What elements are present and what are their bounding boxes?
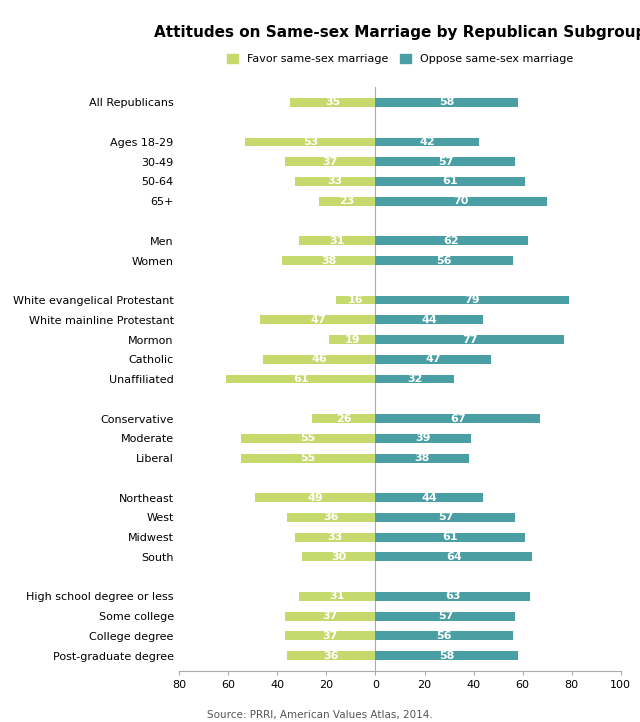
Text: Source: PRRI, American Values Atlas, 2014.: Source: PRRI, American Values Atlas, 201… [207,710,433,721]
Bar [329,335,376,344]
Text: 46: 46 [311,355,327,365]
Bar [376,632,513,640]
Text: 16: 16 [348,295,364,305]
Text: 37: 37 [323,631,338,641]
Text: 67: 67 [450,414,465,424]
Bar [376,513,515,522]
Text: 47: 47 [426,355,441,365]
Bar [336,295,376,305]
Bar [376,157,515,166]
Bar [376,236,527,245]
Text: 35: 35 [325,97,340,108]
Text: 58: 58 [439,97,454,108]
Bar [376,316,483,324]
Bar [300,236,376,245]
Bar [241,453,376,463]
Bar [319,197,376,206]
Text: 61: 61 [442,532,458,542]
Text: 30: 30 [331,552,346,562]
Bar [376,177,525,186]
Bar [376,355,491,364]
Title: Attitudes on Same-sex Marriage by Republican Subgroup: Attitudes on Same-sex Marriage by Republ… [154,25,640,40]
Bar [246,137,376,147]
Text: 39: 39 [415,433,431,443]
Bar [376,592,530,601]
Text: 57: 57 [438,611,453,621]
Bar [312,414,376,423]
Text: 56: 56 [436,256,452,266]
Legend: Favor same-sex marriage, Oppose same-sex marriage: Favor same-sex marriage, Oppose same-sex… [227,54,573,64]
Bar [241,434,376,443]
Bar [376,256,513,265]
Text: 55: 55 [300,453,316,463]
Text: 42: 42 [419,137,435,147]
Text: 31: 31 [330,236,345,245]
Text: 36: 36 [324,651,339,661]
Bar [376,375,454,383]
Bar [260,316,376,324]
Bar [287,651,376,660]
Bar [376,434,471,443]
Text: 37: 37 [323,611,338,621]
Text: 56: 56 [436,631,452,641]
Bar [290,98,376,107]
Bar [376,295,570,305]
Text: 44: 44 [422,492,437,503]
Bar [376,98,518,107]
Bar [285,612,376,621]
Text: 44: 44 [422,315,437,325]
Text: 38: 38 [414,453,430,463]
Text: 37: 37 [323,157,338,167]
Bar [376,612,515,621]
Bar [376,137,479,147]
Bar [376,533,525,542]
Text: 33: 33 [328,176,342,186]
Text: 64: 64 [446,552,462,562]
Bar [282,256,376,265]
Bar [285,632,376,640]
Text: 58: 58 [439,651,454,661]
Bar [262,355,376,364]
Bar [376,552,532,561]
Text: 23: 23 [340,196,355,206]
Text: 62: 62 [444,236,460,245]
Text: 38: 38 [321,256,337,266]
Text: 31: 31 [330,591,345,601]
Text: 70: 70 [454,196,469,206]
Text: 57: 57 [438,157,453,167]
Text: 61: 61 [293,374,308,384]
Text: 36: 36 [324,513,339,522]
Text: 47: 47 [310,315,326,325]
Text: 33: 33 [328,532,342,542]
Bar [285,157,376,166]
Bar [294,177,376,186]
Text: 49: 49 [307,492,323,503]
Text: 26: 26 [336,414,351,424]
Text: 32: 32 [407,374,422,384]
Text: 53: 53 [303,137,318,147]
Bar [300,592,376,601]
Text: 19: 19 [344,334,360,344]
Text: 61: 61 [442,176,458,186]
Bar [376,651,518,660]
Bar [376,197,547,206]
Text: 57: 57 [438,513,453,522]
Bar [287,513,376,522]
Text: 77: 77 [462,334,477,344]
Bar [376,335,564,344]
Bar [376,493,483,502]
Bar [294,533,376,542]
Text: 79: 79 [465,295,480,305]
Bar [226,375,376,383]
Bar [376,453,468,463]
Bar [376,414,540,423]
Bar [302,552,376,561]
Text: 63: 63 [445,591,461,601]
Text: 55: 55 [300,433,316,443]
Bar [255,493,376,502]
